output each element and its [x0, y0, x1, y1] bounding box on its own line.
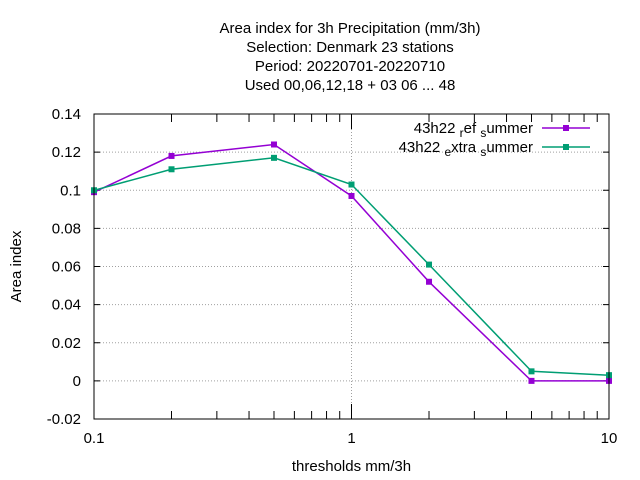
data-point: [270, 141, 277, 148]
grid: [94, 114, 609, 419]
legend-label: 43h22 ref summer: [414, 120, 533, 140]
x-axis-label: thresholds mm/3h: [292, 458, 411, 475]
chart-title-line: Period: 20220701-20220710: [255, 58, 445, 75]
data-point: [168, 166, 175, 173]
y-tick-label: 0: [73, 373, 81, 390]
data-point: [168, 152, 175, 159]
data-point: [348, 181, 355, 188]
legend-label-part: 43h22: [399, 139, 445, 156]
legend-marker: [563, 144, 569, 150]
legend-marker: [563, 125, 569, 131]
legend-label-part: ef: [464, 120, 481, 137]
legend-label-part: s: [480, 126, 486, 140]
legend-label-part: xtra: [451, 139, 480, 156]
y-tick-label: 0.04: [52, 297, 81, 314]
legend-label-part: s: [480, 145, 486, 159]
chart-title-line: Area index for 3h Precipitation (mm/3h): [220, 20, 481, 37]
y-tick-label: 0.1: [60, 182, 81, 199]
y-tick-label: 0.12: [52, 144, 81, 161]
data-point: [528, 377, 535, 384]
data-point: [426, 278, 433, 285]
data-point: [426, 261, 433, 268]
x-tick-label: 10: [601, 430, 618, 447]
legend-label: 43h22 extra summer: [399, 139, 533, 159]
chart-title-line: Selection: Denmark 23 stations: [246, 39, 454, 56]
data-point: [348, 192, 355, 199]
data-point: [528, 368, 535, 375]
y-axis-label: Area index: [8, 230, 25, 302]
plot-frame: [93, 113, 610, 420]
chart-title: Area index for 3h Precipitation (mm/3h) S…: [220, 20, 481, 94]
chart-title-line: Used 00,06,12,18 + 03 06 ... 48: [245, 77, 456, 94]
legend-label-part: ummer: [486, 139, 533, 156]
y-tick-label: -0.02: [47, 411, 81, 428]
legend-label-part: r: [460, 126, 464, 140]
x-tick-label: 1: [347, 430, 355, 447]
axis-ticks: -0.02 0 0.02 0.04 0.06 0.08 0.1 0.12 0.14 0.1 1 10: [47, 106, 618, 447]
y-tick-label: 0.08: [52, 220, 81, 237]
x-tick-label: 0.1: [84, 430, 105, 447]
y-tick-label: 0.06: [52, 259, 81, 276]
legend-label-part: ummer: [486, 120, 533, 137]
legend-label-part: e: [444, 145, 451, 159]
legend-label-part: 43h22: [414, 120, 460, 137]
data-point: [270, 154, 277, 161]
y-tick-label: 0.02: [52, 335, 81, 352]
y-tick-label: 0.14: [52, 106, 81, 123]
